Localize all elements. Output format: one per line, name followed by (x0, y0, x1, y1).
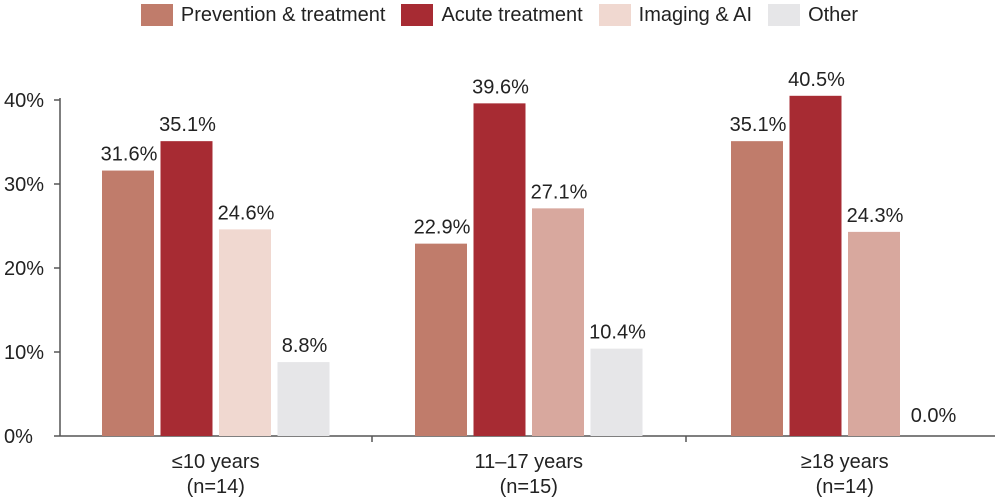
data-label: 39.6% (472, 76, 529, 98)
legend-swatch-imaging (598, 4, 631, 26)
bar-acute-treatment-1 (473, 103, 526, 437)
x-category-label: 11–17 years (474, 451, 583, 473)
data-label: 40.5% (788, 69, 845, 91)
legend: Prevention & treatment Acute treatment I… (0, 2, 999, 28)
bar-prevention-treatment-0 (102, 170, 154, 436)
bar-acute-treatment-0 (160, 141, 213, 436)
data-label: 10.4% (589, 322, 646, 344)
data-label: 35.1% (730, 114, 787, 136)
legend-item-acute: Acute treatment (401, 3, 583, 27)
legend-label-acute: Acute treatment (441, 3, 583, 26)
data-label: 35.1% (159, 114, 216, 136)
legend-item-other: Other (768, 4, 858, 27)
legend-swatch-other (768, 4, 801, 26)
legend-label-imaging: Imaging & AI (638, 3, 753, 26)
data-label: 8.8% (282, 335, 328, 357)
legend-item-imaging: Imaging & AI (598, 3, 753, 27)
bar-prevention-treatment-2 (731, 141, 783, 436)
y-tick-label: 40% (4, 90, 44, 112)
bar-imaging-ai-0 (219, 229, 271, 436)
legend-label-prevention: Prevention & treatment (180, 3, 386, 26)
x-category-sublabel: (n=15) (500, 476, 558, 498)
data-label: 0.0% (911, 405, 957, 427)
x-category-sublabel: (n=14) (187, 476, 245, 498)
x-category-label: ≤10 years (172, 451, 260, 473)
y-tick-label: 20% (4, 258, 44, 280)
legend-swatch-acute (401, 4, 434, 26)
y-tick-label: 30% (4, 174, 44, 196)
bar-acute-treatment-2 (789, 95, 842, 437)
legend-item-prevention: Prevention & treatment (140, 3, 386, 27)
data-label: 22.9% (414, 217, 471, 239)
bar-imaging-ai-1 (532, 208, 584, 436)
y-tick-label: 0% (4, 426, 33, 448)
bar-imaging-ai-2 (848, 231, 900, 436)
data-label: 27.1% (531, 181, 588, 203)
x-category-sublabel: (n=14) (816, 476, 874, 498)
y-tick-label: 10% (4, 342, 44, 364)
bar-other-1 (590, 348, 643, 436)
legend-swatch-prevention (140, 4, 173, 26)
bar-other-0 (277, 362, 330, 436)
data-label: 24.3% (847, 205, 904, 227)
legend-label-other: Other (808, 3, 859, 26)
data-label: 24.6% (218, 202, 275, 224)
x-category-label: ≥18 years (801, 451, 889, 473)
data-label: 31.6% (101, 144, 158, 166)
bar-prevention-treatment-1 (415, 243, 467, 436)
